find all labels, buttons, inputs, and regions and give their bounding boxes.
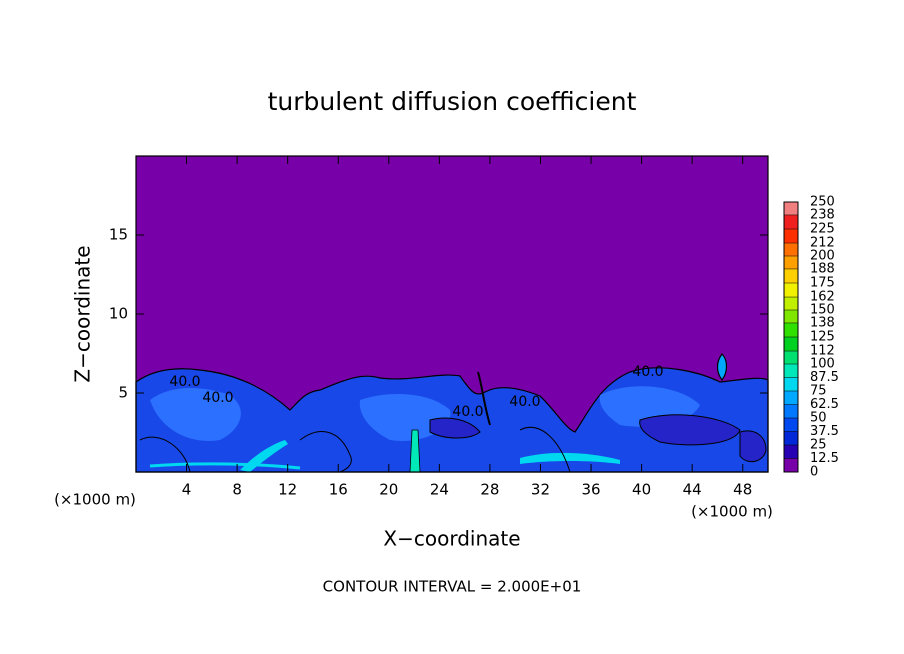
field-streak xyxy=(149,462,301,470)
field-blob xyxy=(639,414,741,446)
y-unit-label: (×1000 m) xyxy=(691,503,773,521)
contour-label: 40.0 xyxy=(452,404,483,420)
colorbar-tick-label: 112 xyxy=(810,344,835,359)
x-tick-label: 20 xyxy=(379,481,398,499)
contour-line xyxy=(519,426,571,473)
colorbar-tick-label: 175 xyxy=(810,276,835,291)
contour-label: 40.0 xyxy=(632,364,663,380)
x-unit-label: (×1000 m) xyxy=(54,491,136,509)
chart-title: turbulent diffusion coefficient xyxy=(268,87,637,116)
colorbar-band xyxy=(784,337,798,352)
colorbar-band xyxy=(784,391,798,405)
colorbar-tick-label: 225 xyxy=(810,222,835,237)
colorbar-band xyxy=(784,283,798,298)
colorbar-tick-label: 75 xyxy=(810,384,827,399)
colorbar-band xyxy=(784,214,798,229)
field-streak xyxy=(409,429,421,473)
colorbar-tick-label: 138 xyxy=(810,315,835,330)
colorbar-tick-label: 37.5 xyxy=(810,424,839,439)
colorbar-tick-label: 100 xyxy=(810,357,835,372)
x-tick-label: 28 xyxy=(480,481,499,499)
colorbar-band xyxy=(784,377,798,391)
colorbar-tick-label: 25 xyxy=(810,438,827,453)
colorbar-tick-label: 162 xyxy=(810,290,835,305)
field xyxy=(135,156,769,473)
colorbar-band xyxy=(784,418,798,432)
colorbar-band xyxy=(784,322,798,337)
colorbar-tick-label: 0 xyxy=(810,465,818,480)
colorbar-band xyxy=(784,243,798,256)
colorbar-band xyxy=(784,268,798,283)
field-blob xyxy=(739,430,767,463)
contour-line xyxy=(139,436,191,473)
colorbar-tick-label: 188 xyxy=(810,261,835,276)
y-axis-label: Z−coordinate xyxy=(71,245,95,382)
colorbar-tick-label: 62.5 xyxy=(810,397,839,412)
colorbar-tick-label: 50 xyxy=(810,411,827,426)
x-tick-label: 16 xyxy=(329,481,348,499)
contour-label: 40.0 xyxy=(509,394,540,410)
colorbar-band xyxy=(784,202,798,215)
colorbar-band xyxy=(784,404,798,418)
contour-line xyxy=(299,431,352,473)
x-tick-label: 4 xyxy=(182,481,192,499)
x-tick-label: 36 xyxy=(581,481,600,499)
colorbar-tick-label: 87.5 xyxy=(810,370,839,385)
colorbar-band xyxy=(784,458,798,472)
x-tick-label: 40 xyxy=(632,481,651,499)
colorbar-band xyxy=(784,351,798,364)
x-tick-label: 32 xyxy=(531,481,550,499)
y-tick-label: 10 xyxy=(109,305,128,323)
colorbar-tick-label: 238 xyxy=(810,207,835,222)
contour-label: 40.0 xyxy=(202,390,233,406)
colorbar-band xyxy=(784,310,798,323)
field-patch xyxy=(150,388,241,441)
x-tick-label: 48 xyxy=(733,481,752,499)
colorbar-tick-label: 125 xyxy=(810,330,835,345)
colorbar-tick-label: 212 xyxy=(810,236,835,251)
colorbar-band xyxy=(784,256,798,269)
colorbar-band xyxy=(784,431,798,445)
x-tick-label: 44 xyxy=(683,481,702,499)
x-tick-label: 24 xyxy=(430,481,449,499)
footnote: CONTOUR INTERVAL = 2.000E+01 xyxy=(323,578,582,596)
y-tick-label: 5 xyxy=(118,384,128,402)
colorbar-tick-label: 250 xyxy=(810,195,835,210)
colorbar-band xyxy=(784,364,798,378)
colorbar-tick-label: 12.5 xyxy=(810,451,839,466)
colorbar-band xyxy=(784,229,798,244)
field-blob xyxy=(429,417,481,439)
x-tick-label: 12 xyxy=(278,481,297,499)
contour-line xyxy=(716,353,728,382)
contour-label: 40.0 xyxy=(169,374,200,390)
colorbar-band xyxy=(784,297,798,310)
field-patch xyxy=(359,394,451,441)
colorbar-band xyxy=(784,445,798,459)
colorbar-tick-label: 150 xyxy=(810,303,835,318)
x-tick-label: 8 xyxy=(232,481,242,499)
contour-line xyxy=(477,371,491,426)
y-tick-label: 15 xyxy=(109,226,128,244)
x-axis-label: X−coordinate xyxy=(383,527,520,551)
colorbar-tick-label: 200 xyxy=(810,249,835,264)
field-streak xyxy=(520,452,620,464)
